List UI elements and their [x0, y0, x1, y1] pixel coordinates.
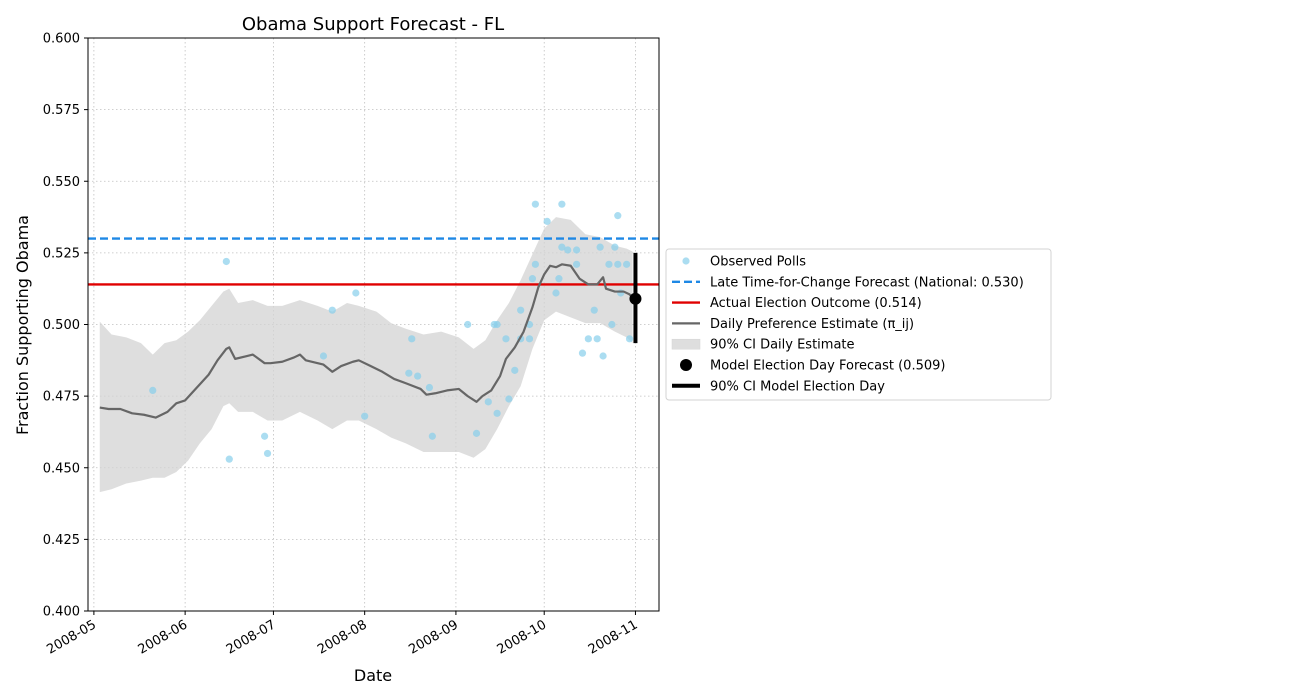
y-tick-label: 0.425 [43, 533, 80, 548]
y-tick-label: 0.400 [43, 605, 80, 620]
poll-point [408, 335, 416, 343]
poll-point [614, 212, 622, 220]
poll-point [149, 386, 157, 394]
poll-point [493, 409, 501, 417]
poll-point [596, 243, 604, 251]
daily-estimate-line [99, 263, 634, 419]
poll-point [225, 455, 233, 463]
y-tick-label: 0.475 [43, 390, 80, 405]
y-tick-label: 0.550 [43, 175, 80, 190]
plot-area [88, 200, 659, 493]
poll-point [361, 412, 369, 420]
x-tick-label: 2008-09 [406, 617, 461, 657]
poll-point [623, 260, 631, 268]
legend-swatch-polls [682, 257, 690, 265]
legend-label: Actual Election Outcome (0.514) [710, 296, 922, 311]
legend-swatch-ci-band [671, 338, 701, 350]
poll-point [531, 260, 539, 268]
poll-point [605, 260, 613, 268]
x-axis-label: Date [354, 666, 392, 685]
poll-point [525, 335, 534, 343]
x-tick-label: 2008-05 [44, 617, 99, 657]
poll-point [505, 395, 513, 403]
poll-point [599, 352, 607, 360]
poll-point [555, 275, 563, 283]
y-axis-label: Fraction Supporting Obama [13, 215, 32, 435]
legend-box [665, 248, 1052, 401]
legend-swatch-model-point [680, 359, 692, 371]
model-forecast-point [629, 292, 642, 305]
poll-point [558, 243, 566, 251]
poll-point [517, 306, 525, 314]
poll-point [319, 352, 328, 360]
poll-point [428, 432, 436, 440]
poll-point [590, 306, 598, 314]
legend-label: 90% CI Daily Estimate [710, 338, 855, 353]
poll-point [611, 243, 619, 251]
y-axis: 0.400 0.425 0.450 0.475 0.500 0.525 0.550 0.575… [43, 32, 88, 620]
poll-point [328, 306, 336, 314]
poll-point [625, 335, 634, 343]
poll-point [608, 320, 616, 329]
chart-title: Obama Support Forecast - FL [242, 14, 504, 35]
y-tick-label: 0.600 [43, 32, 80, 47]
poll-point [572, 260, 581, 268]
poll-point [263, 449, 272, 458]
x-tick-label: 2008-06 [136, 617, 191, 657]
x-tick-label: 2008-10 [495, 617, 550, 657]
poll-point [578, 349, 587, 357]
poll-point [593, 335, 601, 343]
legend-label: Daily Preference Estimate (π_ij) [710, 317, 914, 332]
poll-point [614, 260, 622, 268]
poll-point [528, 275, 537, 283]
legend-label: 90% CI Model Election Day [710, 379, 885, 394]
ci-band [99, 217, 633, 493]
legend-label: Observed Polls [710, 255, 806, 270]
x-tick-label: 2008-11 [586, 617, 641, 657]
poll-point [511, 366, 519, 374]
legend: Observed Polls Late Time-for-Change Forec… [665, 248, 1052, 401]
poll-point [425, 383, 434, 392]
legend-label: Late Time-for-Change Forecast (National:… [710, 275, 1024, 290]
poll-point [405, 369, 413, 377]
x-tick-label: 2008-07 [224, 617, 279, 657]
poll-point [531, 200, 539, 208]
poll-point [484, 398, 492, 406]
x-axis: 2008-05 2008-06 2008-07 2008-08 2008-09 2008-… [44, 611, 640, 658]
y-tick-label: 0.525 [43, 246, 80, 261]
y-tick-label: 0.575 [43, 103, 80, 118]
poll-point [558, 200, 566, 208]
poll-point [502, 335, 510, 343]
poll-point [414, 372, 422, 380]
y-tick-label: 0.500 [43, 318, 80, 333]
poll-point [472, 429, 481, 437]
poll-point [572, 246, 581, 254]
poll-point [260, 432, 269, 440]
poll-point [464, 320, 472, 329]
poll-point [352, 289, 360, 297]
poll-point [493, 320, 501, 329]
poll-point [552, 289, 560, 297]
poll-point [584, 335, 592, 343]
legend-label: Model Election Day Forecast (0.509) [710, 359, 945, 374]
poll-point [564, 246, 572, 254]
poll-point [222, 257, 230, 266]
poll-point [543, 217, 551, 225]
y-tick-label: 0.450 [43, 461, 80, 476]
x-tick-label: 2008-08 [315, 617, 370, 657]
